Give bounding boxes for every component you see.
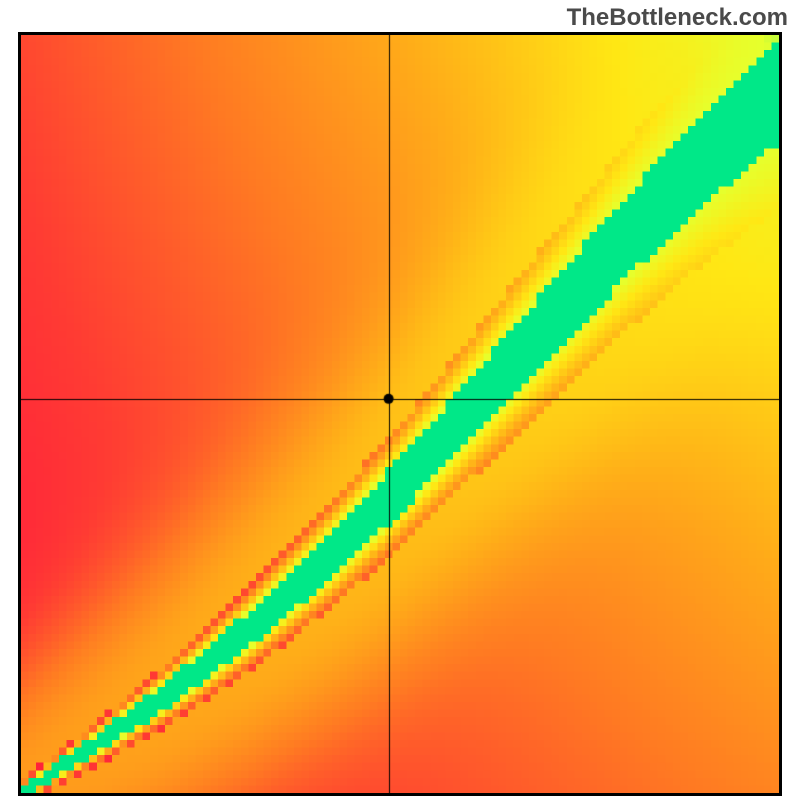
chart-frame [18,32,782,796]
watermark-text: TheBottleneck.com [567,4,788,32]
crosshair-overlay [21,35,779,793]
